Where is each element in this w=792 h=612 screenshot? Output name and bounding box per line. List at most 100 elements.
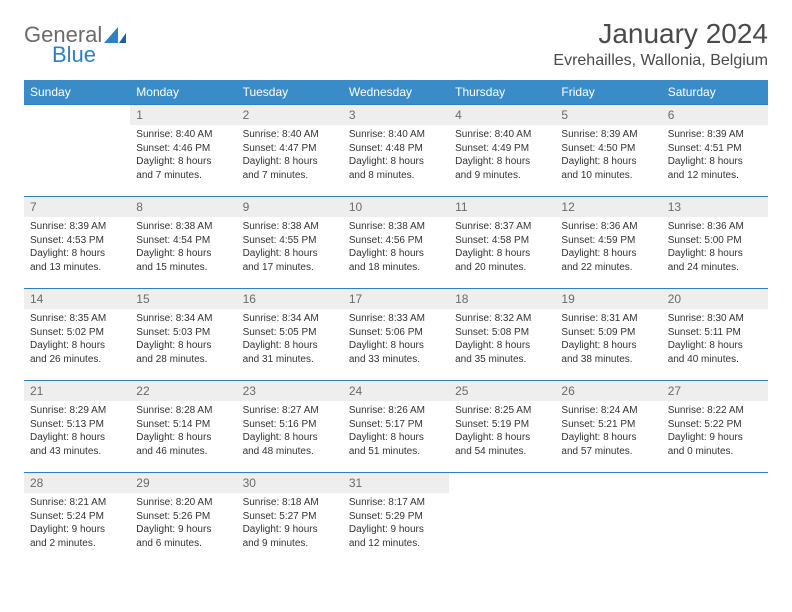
calendar-day-cell: 15Sunrise: 8:34 AM Sunset: 5:03 PM Dayli…: [130, 289, 236, 381]
calendar-week-row: 7Sunrise: 8:39 AM Sunset: 4:53 PM Daylig…: [24, 197, 768, 289]
day-sun-info: Sunrise: 8:29 AM Sunset: 5:13 PM Dayligh…: [24, 401, 130, 462]
calendar-week-row: 14Sunrise: 8:35 AM Sunset: 5:02 PM Dayli…: [24, 289, 768, 381]
day-number: 29: [130, 473, 236, 493]
day-number: 14: [24, 289, 130, 309]
calendar-week-row: 1Sunrise: 8:40 AM Sunset: 4:46 PM Daylig…: [24, 105, 768, 197]
calendar-day-cell: 29Sunrise: 8:20 AM Sunset: 5:26 PM Dayli…: [130, 473, 236, 565]
logo: General Blue: [24, 24, 134, 66]
calendar-day-cell: 12Sunrise: 8:36 AM Sunset: 4:59 PM Dayli…: [555, 197, 661, 289]
weekday-header: Monday: [130, 80, 236, 105]
day-number: 7: [24, 197, 130, 217]
calendar-week-row: 21Sunrise: 8:29 AM Sunset: 5:13 PM Dayli…: [24, 381, 768, 473]
day-sun-info: Sunrise: 8:27 AM Sunset: 5:16 PM Dayligh…: [237, 401, 343, 462]
calendar-week-row: 28Sunrise: 8:21 AM Sunset: 5:24 PM Dayli…: [24, 473, 768, 565]
calendar-day-cell: 22Sunrise: 8:28 AM Sunset: 5:14 PM Dayli…: [130, 381, 236, 473]
day-number: 30: [237, 473, 343, 493]
day-number: 31: [343, 473, 449, 493]
day-sun-info: Sunrise: 8:28 AM Sunset: 5:14 PM Dayligh…: [130, 401, 236, 462]
calendar-day-cell: 18Sunrise: 8:32 AM Sunset: 5:08 PM Dayli…: [449, 289, 555, 381]
day-number: 6: [662, 105, 768, 125]
day-number: 3: [343, 105, 449, 125]
day-number: 1: [130, 105, 236, 125]
day-sun-info: [662, 479, 768, 486]
calendar-day-cell: 24Sunrise: 8:26 AM Sunset: 5:17 PM Dayli…: [343, 381, 449, 473]
calendar-day-cell: 21Sunrise: 8:29 AM Sunset: 5:13 PM Dayli…: [24, 381, 130, 473]
day-sun-info: Sunrise: 8:36 AM Sunset: 4:59 PM Dayligh…: [555, 217, 661, 278]
day-sun-info: [555, 479, 661, 486]
calendar-day-cell: [449, 473, 555, 565]
weekday-header: Sunday: [24, 80, 130, 105]
location-text: Evrehailles, Wallonia, Belgium: [553, 52, 768, 70]
day-number: 25: [449, 381, 555, 401]
calendar-day-cell: 23Sunrise: 8:27 AM Sunset: 5:16 PM Dayli…: [237, 381, 343, 473]
day-number: 26: [555, 381, 661, 401]
logo-sail-icon: [104, 27, 126, 43]
page-title: January 2024: [553, 18, 768, 50]
calendar-day-cell: 13Sunrise: 8:36 AM Sunset: 5:00 PM Dayli…: [662, 197, 768, 289]
day-sun-info: Sunrise: 8:36 AM Sunset: 5:00 PM Dayligh…: [662, 217, 768, 278]
day-number: 9: [237, 197, 343, 217]
day-sun-info: Sunrise: 8:35 AM Sunset: 5:02 PM Dayligh…: [24, 309, 130, 370]
day-sun-info: Sunrise: 8:34 AM Sunset: 5:03 PM Dayligh…: [130, 309, 236, 370]
day-sun-info: Sunrise: 8:39 AM Sunset: 4:53 PM Dayligh…: [24, 217, 130, 278]
day-number: 27: [662, 381, 768, 401]
calendar-day-cell: 25Sunrise: 8:25 AM Sunset: 5:19 PM Dayli…: [449, 381, 555, 473]
day-sun-info: [449, 479, 555, 486]
day-sun-info: Sunrise: 8:18 AM Sunset: 5:27 PM Dayligh…: [237, 493, 343, 554]
day-sun-info: Sunrise: 8:22 AM Sunset: 5:22 PM Dayligh…: [662, 401, 768, 462]
day-sun-info: Sunrise: 8:31 AM Sunset: 5:09 PM Dayligh…: [555, 309, 661, 370]
weekday-header: Friday: [555, 80, 661, 105]
weekday-header-row: Sunday Monday Tuesday Wednesday Thursday…: [24, 80, 768, 105]
calendar-day-cell: 17Sunrise: 8:33 AM Sunset: 5:06 PM Dayli…: [343, 289, 449, 381]
day-number: 4: [449, 105, 555, 125]
day-sun-info: Sunrise: 8:39 AM Sunset: 4:50 PM Dayligh…: [555, 125, 661, 186]
day-sun-info: Sunrise: 8:32 AM Sunset: 5:08 PM Dayligh…: [449, 309, 555, 370]
calendar-day-cell: [662, 473, 768, 565]
calendar-day-cell: 8Sunrise: 8:38 AM Sunset: 4:54 PM Daylig…: [130, 197, 236, 289]
day-sun-info: Sunrise: 8:40 AM Sunset: 4:48 PM Dayligh…: [343, 125, 449, 186]
calendar-day-cell: 5Sunrise: 8:39 AM Sunset: 4:50 PM Daylig…: [555, 105, 661, 197]
day-sun-info: Sunrise: 8:38 AM Sunset: 4:54 PM Dayligh…: [130, 217, 236, 278]
weekday-header: Tuesday: [237, 80, 343, 105]
day-number: 16: [237, 289, 343, 309]
day-number: 11: [449, 197, 555, 217]
day-sun-info: Sunrise: 8:25 AM Sunset: 5:19 PM Dayligh…: [449, 401, 555, 462]
day-number: 5: [555, 105, 661, 125]
calendar-day-cell: 19Sunrise: 8:31 AM Sunset: 5:09 PM Dayli…: [555, 289, 661, 381]
weekday-header: Thursday: [449, 80, 555, 105]
day-sun-info: Sunrise: 8:40 AM Sunset: 4:47 PM Dayligh…: [237, 125, 343, 186]
calendar-day-cell: 26Sunrise: 8:24 AM Sunset: 5:21 PM Dayli…: [555, 381, 661, 473]
weekday-header: Saturday: [662, 80, 768, 105]
day-sun-info: Sunrise: 8:17 AM Sunset: 5:29 PM Dayligh…: [343, 493, 449, 554]
day-number: 24: [343, 381, 449, 401]
calendar-day-cell: 14Sunrise: 8:35 AM Sunset: 5:02 PM Dayli…: [24, 289, 130, 381]
day-number: 2: [237, 105, 343, 125]
calendar-day-cell: 28Sunrise: 8:21 AM Sunset: 5:24 PM Dayli…: [24, 473, 130, 565]
day-number: 20: [662, 289, 768, 309]
day-sun-info: Sunrise: 8:34 AM Sunset: 5:05 PM Dayligh…: [237, 309, 343, 370]
day-sun-info: Sunrise: 8:38 AM Sunset: 4:56 PM Dayligh…: [343, 217, 449, 278]
day-number: 15: [130, 289, 236, 309]
day-sun-info: Sunrise: 8:26 AM Sunset: 5:17 PM Dayligh…: [343, 401, 449, 462]
calendar-day-cell: 3Sunrise: 8:40 AM Sunset: 4:48 PM Daylig…: [343, 105, 449, 197]
title-block: January 2024 Evrehailles, Wallonia, Belg…: [553, 18, 768, 70]
logo-text-blue: Blue: [52, 44, 96, 66]
calendar-day-cell: 30Sunrise: 8:18 AM Sunset: 5:27 PM Dayli…: [237, 473, 343, 565]
calendar-day-cell: [555, 473, 661, 565]
day-number: 23: [237, 381, 343, 401]
calendar-day-cell: 6Sunrise: 8:39 AM Sunset: 4:51 PM Daylig…: [662, 105, 768, 197]
day-number: 13: [662, 197, 768, 217]
header: General Blue January 2024 Evrehailles, W…: [24, 18, 768, 70]
day-number: 28: [24, 473, 130, 493]
calendar-table: Sunday Monday Tuesday Wednesday Thursday…: [24, 80, 768, 565]
calendar-body: 1Sunrise: 8:40 AM Sunset: 4:46 PM Daylig…: [24, 105, 768, 565]
calendar-day-cell: 20Sunrise: 8:30 AM Sunset: 5:11 PM Dayli…: [662, 289, 768, 381]
calendar-day-cell: 4Sunrise: 8:40 AM Sunset: 4:49 PM Daylig…: [449, 105, 555, 197]
day-number: 12: [555, 197, 661, 217]
day-sun-info: Sunrise: 8:21 AM Sunset: 5:24 PM Dayligh…: [24, 493, 130, 554]
day-number: 17: [343, 289, 449, 309]
day-sun-info: Sunrise: 8:30 AM Sunset: 5:11 PM Dayligh…: [662, 309, 768, 370]
day-sun-info: Sunrise: 8:33 AM Sunset: 5:06 PM Dayligh…: [343, 309, 449, 370]
calendar-day-cell: 1Sunrise: 8:40 AM Sunset: 4:46 PM Daylig…: [130, 105, 236, 197]
calendar-day-cell: 31Sunrise: 8:17 AM Sunset: 5:29 PM Dayli…: [343, 473, 449, 565]
